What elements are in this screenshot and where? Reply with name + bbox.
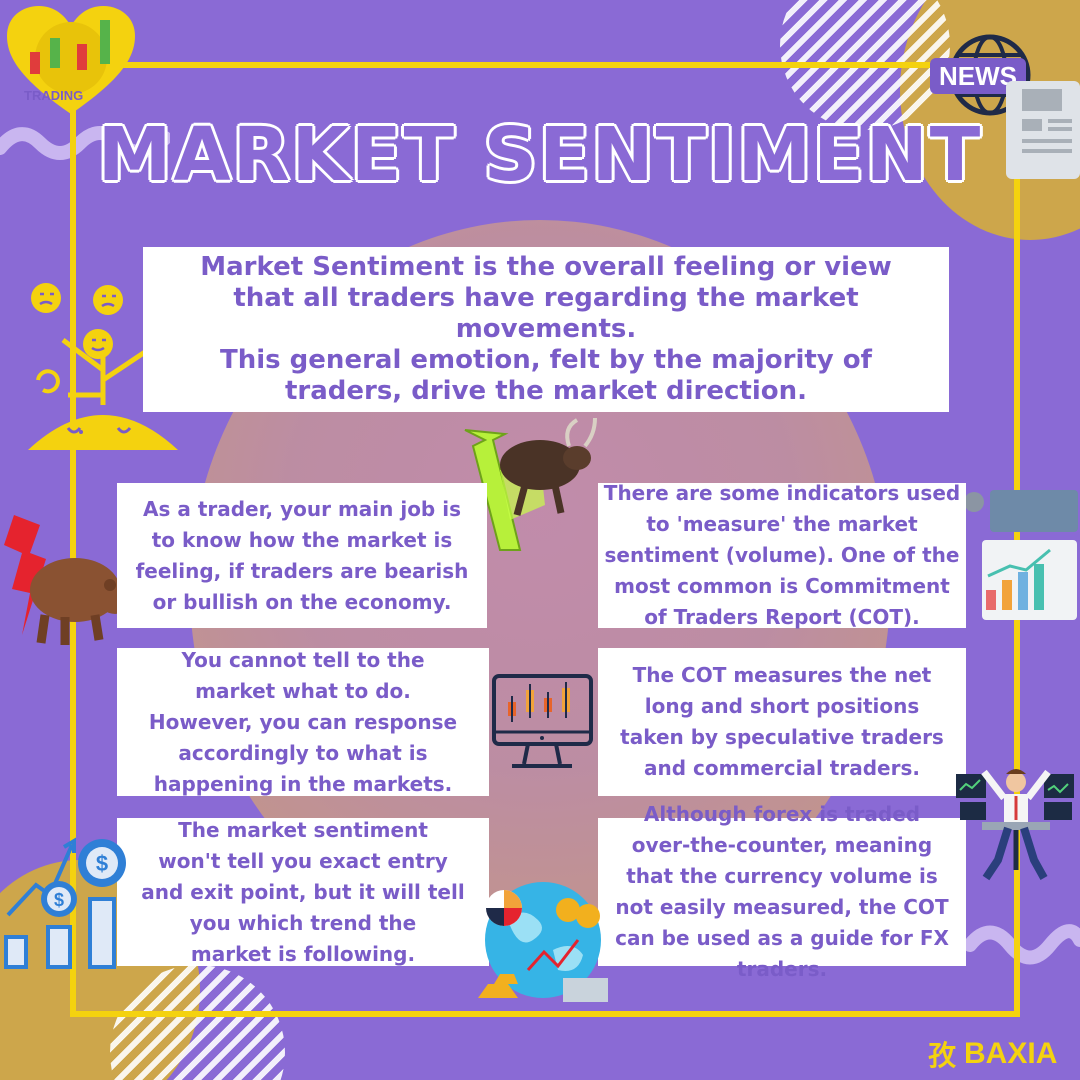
logo-text: TRADING	[24, 88, 84, 103]
card-indicators: There are some indicators used to 'measu…	[598, 481, 966, 629]
yellow-frame	[70, 62, 1020, 1017]
newspaper-icon	[1006, 81, 1080, 179]
svg-text:$: $	[54, 890, 64, 910]
news-badge: NEWS	[930, 58, 1026, 94]
bull-icon	[464, 417, 597, 551]
decor-wave-right	[963, 924, 1080, 965]
trader-desk-icon	[956, 769, 1074, 881]
brand-logo: 孜 BAXIA	[928, 1034, 1057, 1074]
decor-wave-left	[0, 126, 170, 160]
baxia-mark-icon: 孜	[928, 1040, 957, 1071]
heart-globe-logo-icon	[7, 6, 135, 114]
coin-growth-chart-icon: $ $	[4, 837, 126, 969]
bear-icon	[4, 515, 131, 645]
svg-text:$: $	[96, 851, 108, 876]
card-cot-measures: The COT measures the net long and short …	[598, 648, 966, 796]
brand-name: BAXIA	[964, 1037, 1058, 1070]
card-cannot-tell-market: You cannot tell to the market what to do…	[117, 648, 489, 796]
page-title: MARKET SENTIMENT	[97, 112, 983, 198]
card-trader-job: As a trader, your main job is to know ho…	[117, 483, 487, 628]
report-chart-icon	[964, 490, 1078, 620]
globe-finance-icon	[478, 882, 608, 1002]
card-trend: The market sentiment won't tell you exac…	[117, 818, 489, 966]
card-forex-otc: Although forex is traded over-the-counte…	[598, 802, 966, 981]
intro-text: Market Sentiment is the overall feeling …	[143, 247, 949, 412]
candlestick-monitor-icon	[492, 674, 593, 768]
